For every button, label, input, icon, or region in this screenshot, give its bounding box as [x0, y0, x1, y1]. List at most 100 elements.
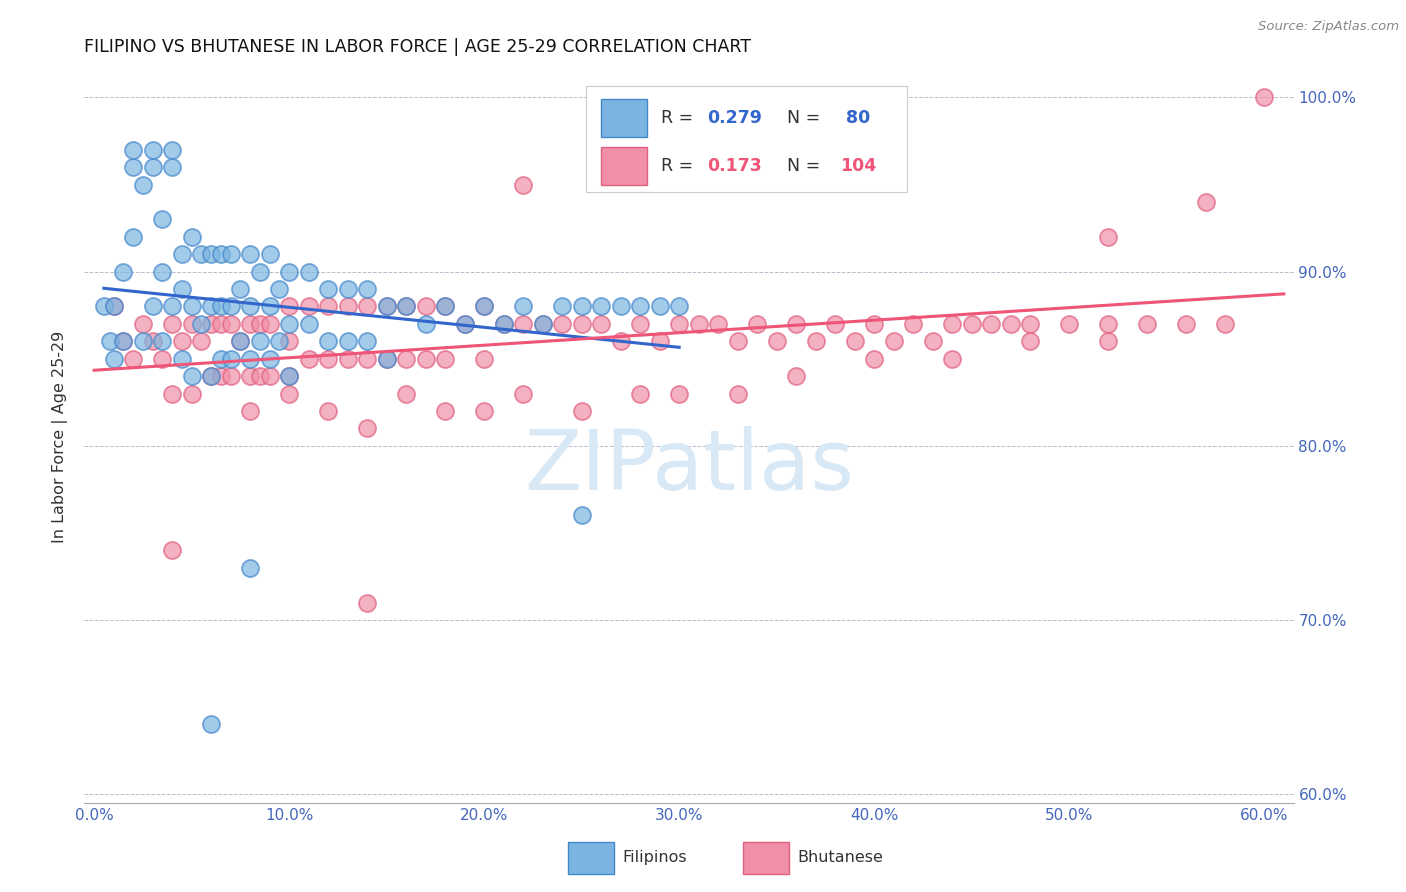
- Point: [415, 317, 437, 331]
- Point: [395, 300, 418, 314]
- Point: [472, 300, 495, 314]
- Text: ZIPatlas: ZIPatlas: [524, 425, 853, 507]
- Point: [239, 300, 262, 314]
- Point: [209, 247, 232, 261]
- Point: [150, 334, 173, 349]
- Text: 0.279: 0.279: [707, 109, 762, 127]
- Point: [1019, 317, 1042, 331]
- Point: [180, 369, 202, 384]
- Point: [180, 300, 202, 314]
- Point: [298, 351, 321, 366]
- Point: [804, 334, 827, 349]
- Point: [375, 300, 398, 314]
- Point: [259, 300, 281, 314]
- Point: [269, 334, 291, 349]
- Point: [765, 334, 787, 349]
- Point: [180, 386, 202, 401]
- Point: [200, 369, 222, 384]
- Point: [239, 247, 262, 261]
- Point: [472, 300, 495, 314]
- Point: [259, 247, 281, 261]
- Point: [1195, 194, 1218, 209]
- Point: [1175, 317, 1198, 331]
- Point: [356, 595, 378, 609]
- Point: [190, 317, 212, 331]
- Point: [1136, 317, 1159, 331]
- Point: [278, 300, 301, 314]
- Point: [122, 229, 145, 244]
- Point: [170, 282, 193, 296]
- Point: [239, 351, 262, 366]
- Point: [1019, 334, 1042, 349]
- Point: [112, 265, 135, 279]
- Point: [278, 369, 301, 384]
- Point: [1253, 90, 1275, 104]
- Point: [668, 386, 690, 401]
- Point: [170, 334, 193, 349]
- Point: [249, 317, 271, 331]
- Point: [434, 300, 457, 314]
- Point: [551, 317, 574, 331]
- Point: [356, 300, 378, 314]
- Point: [727, 386, 749, 401]
- Point: [160, 317, 183, 331]
- Point: [980, 317, 1002, 331]
- Point: [239, 404, 262, 418]
- Point: [921, 334, 943, 349]
- Point: [122, 351, 145, 366]
- Point: [648, 300, 671, 314]
- Text: Source: ZipAtlas.com: Source: ZipAtlas.com: [1258, 20, 1399, 33]
- Point: [150, 351, 173, 366]
- Point: [628, 386, 651, 401]
- Text: N =: N =: [776, 109, 825, 127]
- Text: FILIPINO VS BHUTANESE IN LABOR FORCE | AGE 25-29 CORRELATION CHART: FILIPINO VS BHUTANESE IN LABOR FORCE | A…: [84, 38, 751, 56]
- Point: [727, 334, 749, 349]
- Point: [122, 160, 145, 174]
- Point: [278, 265, 301, 279]
- Point: [209, 317, 232, 331]
- Point: [628, 300, 651, 314]
- FancyBboxPatch shape: [744, 841, 789, 874]
- Point: [219, 300, 242, 314]
- Point: [356, 282, 378, 296]
- Text: R =: R =: [661, 156, 699, 175]
- Point: [112, 334, 135, 349]
- Point: [259, 369, 281, 384]
- Point: [863, 351, 886, 366]
- Point: [180, 229, 202, 244]
- Y-axis label: In Labor Force | Age 25-29: In Labor Force | Age 25-29: [52, 331, 69, 543]
- Text: 0.173: 0.173: [707, 156, 762, 175]
- Point: [170, 247, 193, 261]
- FancyBboxPatch shape: [568, 841, 614, 874]
- Point: [434, 300, 457, 314]
- Point: [844, 334, 866, 349]
- Point: [492, 317, 515, 331]
- Point: [472, 404, 495, 418]
- Point: [249, 265, 271, 279]
- Point: [492, 317, 515, 331]
- Point: [229, 282, 252, 296]
- Point: [316, 351, 339, 366]
- Point: [941, 351, 963, 366]
- FancyBboxPatch shape: [600, 146, 647, 185]
- Point: [160, 143, 183, 157]
- Point: [1097, 229, 1119, 244]
- Point: [259, 317, 281, 331]
- Point: [883, 334, 905, 349]
- Point: [200, 317, 222, 331]
- Point: [1097, 317, 1119, 331]
- Point: [219, 317, 242, 331]
- Point: [278, 369, 301, 384]
- Point: [512, 317, 534, 331]
- FancyBboxPatch shape: [600, 99, 647, 136]
- Point: [571, 404, 593, 418]
- Point: [648, 334, 671, 349]
- Point: [200, 300, 222, 314]
- Point: [142, 300, 165, 314]
- Point: [668, 160, 690, 174]
- Point: [375, 351, 398, 366]
- Point: [785, 369, 807, 384]
- Point: [150, 212, 173, 227]
- Point: [707, 317, 730, 331]
- Point: [336, 282, 359, 296]
